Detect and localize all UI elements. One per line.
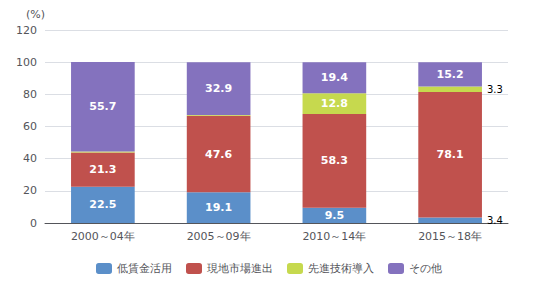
svg-text:低賃金活用: 低賃金活用 — [117, 262, 172, 275]
svg-text:0: 0 — [30, 217, 37, 230]
svg-text:3.3: 3.3 — [487, 84, 503, 95]
svg-text:60: 60 — [23, 120, 37, 133]
svg-text:2010～14年: 2010～14年 — [302, 230, 366, 243]
svg-text:その他: その他 — [409, 262, 442, 275]
svg-text:2000～04年: 2000～04年 — [71, 230, 135, 243]
svg-text:100: 100 — [16, 56, 37, 69]
svg-text:19.4: 19.4 — [321, 71, 348, 84]
svg-text:20: 20 — [23, 184, 37, 197]
svg-text:47.6: 47.6 — [205, 148, 232, 161]
svg-text:120: 120 — [16, 24, 37, 37]
svg-text:15.2: 15.2 — [437, 68, 464, 81]
svg-text:40: 40 — [23, 152, 37, 165]
svg-text:(%): (%) — [26, 8, 45, 21]
svg-text:22.5: 22.5 — [89, 198, 116, 211]
svg-text:12.8: 12.8 — [321, 97, 348, 110]
svg-text:3.4: 3.4 — [487, 215, 503, 226]
svg-text:32.9: 32.9 — [205, 82, 232, 95]
svg-text:2015～18年: 2015～18年 — [418, 230, 482, 243]
svg-text:58.3: 58.3 — [321, 154, 348, 167]
svg-text:先進技術導入: 先進技術導入 — [308, 262, 374, 275]
svg-text:19.1: 19.1 — [205, 201, 232, 214]
svg-text:80: 80 — [23, 88, 37, 101]
svg-text:9.5: 9.5 — [325, 209, 345, 222]
svg-text:55.7: 55.7 — [89, 100, 116, 113]
svg-text:78.1: 78.1 — [437, 148, 464, 161]
svg-text:現地市場進出: 現地市場進出 — [207, 262, 273, 275]
svg-text:21.3: 21.3 — [89, 163, 116, 176]
svg-text:2005～09年: 2005～09年 — [187, 230, 251, 243]
